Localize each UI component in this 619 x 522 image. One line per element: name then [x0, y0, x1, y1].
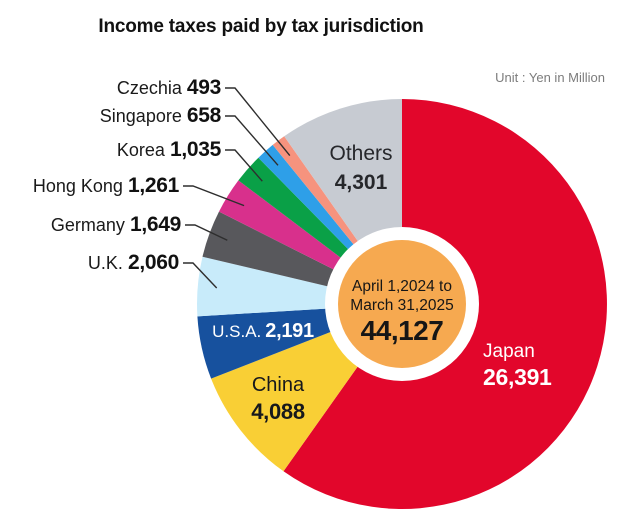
slice-name: Singapore — [99, 106, 182, 126]
slice-value: 4,301 — [334, 171, 388, 194]
slice-name: Korea — [116, 140, 165, 160]
slice-name: China — [251, 374, 305, 396]
slice-name: U.S.A. — [212, 322, 262, 341]
slice-value: 4,088 — [251, 399, 305, 424]
slice-value: 1,261 — [127, 174, 179, 197]
unit-label: Unit : Yen in Million — [495, 70, 605, 85]
slice-label-usa: U.S.A. 2,191 — [212, 320, 314, 343]
slice-value: 493 — [186, 76, 221, 99]
slice-name: Hong Kong — [32, 176, 123, 196]
slice-name: Others — [329, 142, 393, 165]
slice-label-czechia: Czechia 493 — [117, 75, 221, 101]
slice-name: U.K. — [87, 253, 123, 273]
slice-label-hong-kong: Hong Kong 1,261 — [33, 173, 179, 199]
slice-value: 2,191 — [265, 320, 314, 342]
period-line-1: April 1,2024 to — [352, 278, 452, 295]
total-badge: April 1,2024 to March 31,2025 44,127 — [322, 277, 482, 346]
slice-label-china: China 4,088 — [251, 373, 305, 425]
slice-value: 26,391 — [483, 364, 552, 390]
slice-name: Germany — [50, 215, 125, 235]
slice-value: 1,649 — [129, 213, 181, 236]
period-line-2: March 31,2025 — [350, 297, 454, 314]
slice-name: Czechia — [116, 78, 182, 98]
slice-label-korea: Korea 1,035 — [117, 137, 221, 163]
slice-value: 658 — [186, 104, 221, 127]
slice-label-germany: Germany 1,649 — [51, 212, 181, 238]
slice-label-uk: U.K. 2,060 — [88, 250, 179, 276]
slice-value: 2,060 — [127, 251, 179, 274]
slice-name: Japan — [483, 341, 535, 362]
slice-label-others: Others 4,301 — [329, 139, 392, 198]
total-value: 44,127 — [360, 315, 444, 346]
chart-title: Income taxes paid by tax jurisdiction — [98, 16, 424, 37]
slice-value: 1,035 — [169, 138, 221, 161]
slice-label-singapore: Singapore 658 — [99, 103, 222, 129]
slice-label-japan: Japan 26,391 — [483, 340, 552, 391]
